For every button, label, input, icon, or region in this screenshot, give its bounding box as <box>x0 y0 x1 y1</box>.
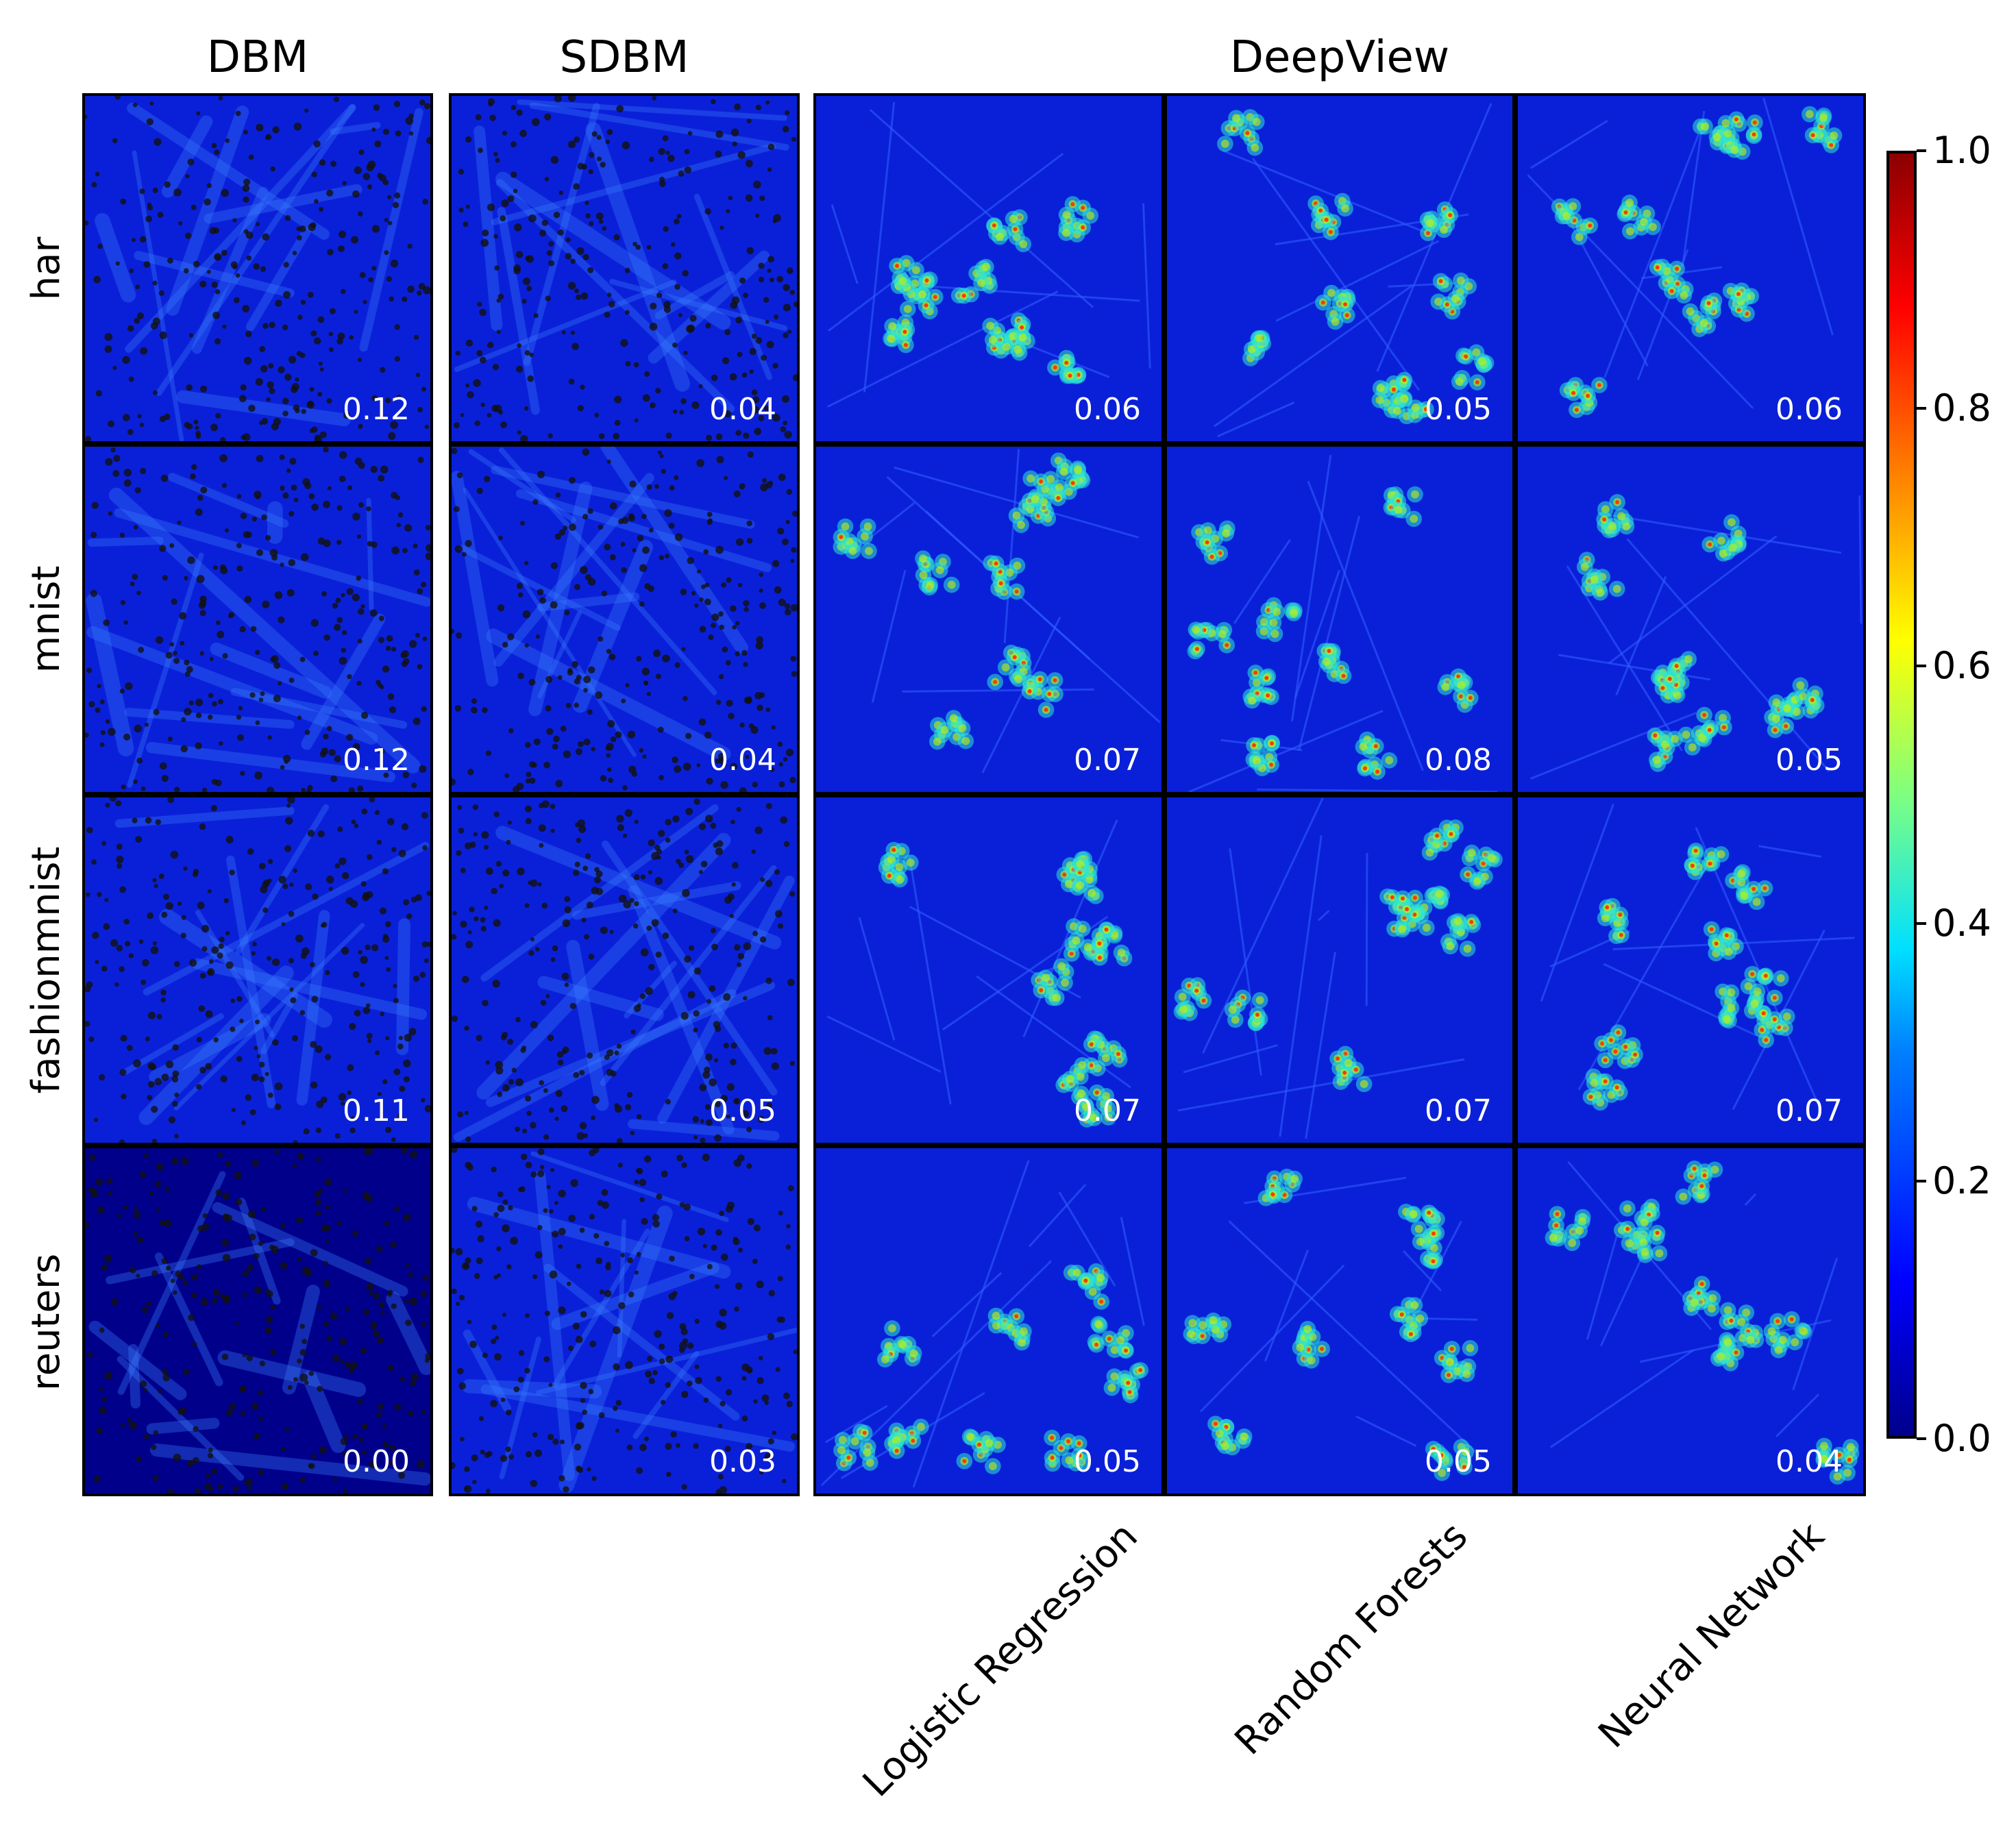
panel-map <box>452 447 797 792</box>
panel-fashionmnist-0: 0.11 <box>82 795 433 1145</box>
row-label-mnist: mnist <box>24 565 69 673</box>
panel-map <box>85 1148 430 1494</box>
panel-reuters-0: 0.00 <box>82 1145 433 1496</box>
panel-score: 0.00 <box>343 1444 410 1479</box>
panel-reuters-2: 0.05 <box>813 1145 1164 1496</box>
colorbar <box>1886 151 1917 1439</box>
panel-score: 0.11 <box>343 1093 410 1128</box>
panel-map <box>85 447 430 792</box>
panel-score: 0.05 <box>1425 392 1492 427</box>
x-label-random-forests: Random Forests <box>1226 1513 1477 1764</box>
panel-fashionmnist-1: 0.05 <box>449 795 800 1145</box>
colorbar-tick-label: 0.2 <box>1932 1159 1991 1202</box>
panel-mnist-2: 0.07 <box>813 444 1164 795</box>
panel-score: 0.04 <box>709 392 776 427</box>
panel-map <box>827 101 1151 408</box>
panel-mnist-4: 0.05 <box>1515 444 1866 795</box>
group-title-deepview: DeepView <box>1229 32 1450 83</box>
panel-mnist-1: 0.04 <box>449 444 800 795</box>
colorbar-tick-label: 0.4 <box>1932 902 1991 945</box>
group-title-dbm: DBM <box>206 32 309 83</box>
panel-map <box>1173 797 1503 1139</box>
colorbar-tick <box>1917 922 1926 925</box>
panel-map <box>452 798 796 1143</box>
panel-score: 0.05 <box>1425 1444 1492 1479</box>
colorbar-tick <box>1917 1180 1926 1182</box>
panel-score: 0.08 <box>1425 743 1492 778</box>
panel-map <box>85 96 430 441</box>
panel-map <box>453 96 797 441</box>
colorbar-tick-label: 0.0 <box>1932 1417 1991 1460</box>
panel-score: 0.05 <box>1775 743 1843 778</box>
panel-mnist-0: 0.12 <box>82 444 433 795</box>
panel-map <box>1187 455 1497 792</box>
colorbar-tick <box>1917 407 1926 410</box>
panel-score: 0.07 <box>1425 1093 1492 1128</box>
panel-fashionmnist-3: 0.07 <box>1164 795 1515 1145</box>
panel-reuters-1: 0.03 <box>449 1145 800 1496</box>
panel-har-3: 0.05 <box>1164 93 1515 444</box>
panel-map <box>1540 803 1855 1111</box>
group-title-sdbm: SDBM <box>559 32 689 83</box>
panel-reuters-4: 0.04 <box>1515 1145 1866 1496</box>
panel-score: 0.03 <box>709 1444 776 1479</box>
panel-score: 0.12 <box>343 743 410 778</box>
panel-map <box>1183 1168 1483 1481</box>
colorbar-tick <box>1917 665 1926 667</box>
panel-reuters-3: 0.05 <box>1164 1145 1515 1496</box>
colorbar-tick-label: 0.8 <box>1932 386 1991 430</box>
panel-map <box>1527 97 1843 419</box>
panel-map <box>833 449 1161 773</box>
colorbar-tick-label: 0.6 <box>1932 644 1991 687</box>
panel-mnist-3: 0.08 <box>1164 444 1515 795</box>
row-label-fashionmnist: fashionmnist <box>24 846 69 1094</box>
panel-score: 0.06 <box>1775 392 1843 427</box>
panel-har-0: 0.12 <box>82 93 433 444</box>
panel-score: 0.12 <box>343 392 410 427</box>
panel-map <box>1529 494 1863 780</box>
panel-har-4: 0.06 <box>1515 93 1866 444</box>
panel-har-2: 0.06 <box>813 93 1164 444</box>
panel-score: 0.04 <box>1775 1444 1843 1479</box>
panel-fashionmnist-2: 0.07 <box>813 795 1164 1145</box>
colorbar-tick <box>1917 1437 1926 1440</box>
panel-score: 0.06 <box>1074 392 1141 427</box>
row-label-reuters: reuters <box>24 1253 69 1391</box>
panel-map <box>826 819 1133 1128</box>
panel-map <box>452 1148 797 1494</box>
panel-score: 0.05 <box>709 1093 776 1128</box>
panel-map <box>820 1160 1149 1488</box>
colorbar-tick-label: 1.0 <box>1932 129 1991 172</box>
panel-map <box>85 797 430 1143</box>
panel-score: 0.04 <box>709 743 776 778</box>
colorbar-tick <box>1917 149 1926 152</box>
x-label-neural-network: Neural Network <box>1590 1513 1833 1757</box>
panel-score: 0.07 <box>1074 743 1141 778</box>
panel-map <box>1214 103 1495 438</box>
x-label-logistic-regression: Logistic Regression <box>854 1513 1146 1806</box>
row-label-har: har <box>24 236 69 301</box>
panel-score: 0.07 <box>1074 1093 1141 1128</box>
panel-fashionmnist-4: 0.07 <box>1515 795 1866 1145</box>
panel-score: 0.07 <box>1775 1093 1843 1128</box>
panel-score: 0.05 <box>1074 1444 1141 1479</box>
panel-map <box>1545 1160 1860 1485</box>
panel-har-1: 0.04 <box>449 93 800 444</box>
